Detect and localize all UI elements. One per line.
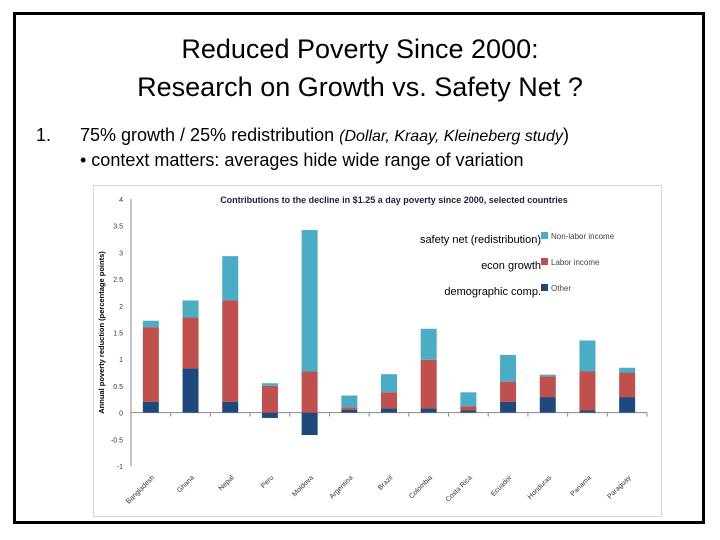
y-tick-label: 1 [119,357,123,364]
bar-segment-non-labor-income [301,229,318,372]
bar-segment-labor-income [500,381,517,402]
bar-segment-other [261,412,278,418]
x-tick-label: Brazil [377,474,395,492]
bar-segment-labor-income [539,376,556,398]
bar-segment-other [460,410,477,413]
bar-segment-non-labor-income [182,300,199,318]
slide-title-line1: Reduced Poverty Since 2000: [181,34,539,64]
bar-segment-labor-income [381,392,397,409]
x-tick-label: Ecuador [490,474,514,498]
y-tick-label: 1.5 [113,331,123,338]
legend-swatch [541,258,548,265]
bar-segment-labor-income [420,359,437,409]
stacked-bar-chart: Contributions to the decline in $1.25 a … [97,195,648,506]
legend-label: Non-labor income [551,232,615,241]
x-tick-label: Nepal [218,474,236,492]
legend-swatch [541,284,548,291]
bar-segment-other [381,408,397,413]
bar-segment-labor-income [222,300,239,402]
y-tick-label: 0.5 [113,384,123,391]
bullet-1-citation: (Dollar, Kraay, Kleineberg study [339,128,563,145]
bar-segment-other [539,397,556,413]
legend-label: Other [551,284,571,293]
bullet-number: 1. [36,125,52,145]
bar-segment-labor-income [182,317,199,369]
y-axis-label: Annual poverty reduction (percentage poi… [97,251,106,414]
chart-title: Contributions to the decline in $1.25 a … [220,195,568,205]
bar-segment-non-labor-income [460,392,477,407]
legend-swatch [541,232,548,239]
x-tick-label: Panama [569,474,592,497]
bar-segment-other [222,401,239,413]
bar-segment-labor-income [460,406,477,411]
bar-segment-non-labor-income [619,367,636,373]
x-tick-label: Honduras [527,474,554,501]
annotation-safety-net: safety net (redistribution) [419,234,541,246]
bar-segment-other [142,401,159,413]
bullet-1-text: 75% growth / 25% redistribution [80,125,340,145]
bar-segment-non-labor-income [420,328,437,360]
bar-segment-non-labor-income [381,374,397,393]
x-tick-label: Moldova [291,474,315,498]
bar-segment-labor-income [341,407,358,410]
legend-label: Labor income [551,258,600,267]
y-tick-label: -0.5 [111,437,123,444]
x-tick-label: Argentina [329,474,355,500]
y-tick-label: -1 [117,464,123,471]
chart-container: Contributions to the decline in $1.25 a … [93,185,662,517]
bar-segment-non-labor-income [341,395,358,408]
bar-segment-labor-income [579,371,596,411]
bar-segment-labor-income [261,385,278,413]
y-tick-label: 0 [119,411,123,418]
bar-segment-other [500,401,517,413]
bar-segment-non-labor-income [539,374,556,377]
x-tick-label: Ghana [176,474,196,494]
x-tick-label: Paraguay [606,474,632,500]
bar-segment-other [301,412,318,436]
x-tick-label: Peru [260,474,275,489]
bar-segment-other [420,408,437,413]
bar-segment-non-labor-income [500,354,517,382]
bar-segment-other [619,397,636,413]
x-tick-label: Colombia [408,474,434,500]
bar-segment-other [341,409,358,413]
bar-segment-non-labor-income [142,320,159,328]
y-tick-label: 3 [119,250,123,257]
bar-segment-other [182,368,199,413]
bar-segment-labor-income [619,372,636,398]
bar-segment-non-labor-income [261,383,278,386]
y-tick-label: 4 [119,197,123,204]
slide-frame [13,12,705,524]
x-tick-label: Costa Rica [445,474,474,503]
annotation-econ-growth: econ growth [481,260,541,272]
slide-title-line2: Research on Growth vs. Safety Net ? [137,72,583,102]
bar-segment-non-labor-income [222,256,239,301]
bullet-2: • context matters: averages hide wide ra… [80,150,524,170]
bar-segment-labor-income [301,371,318,413]
y-tick-label: 2.5 [113,277,123,284]
x-tick-label: Bangladesh [125,474,156,505]
bar-segment-other [579,410,596,413]
bar-segment-labor-income [142,327,159,402]
annotation-demographic: demographic comp. [444,286,541,298]
bar-segment-non-labor-income [579,340,596,372]
y-tick-label: 3.5 [113,224,123,231]
bullet-1-close: ) [562,125,569,145]
y-tick-label: 2 [119,304,123,311]
bullet-1: 1. 75% growth / 25% redistribution (Dolla… [36,125,569,146]
